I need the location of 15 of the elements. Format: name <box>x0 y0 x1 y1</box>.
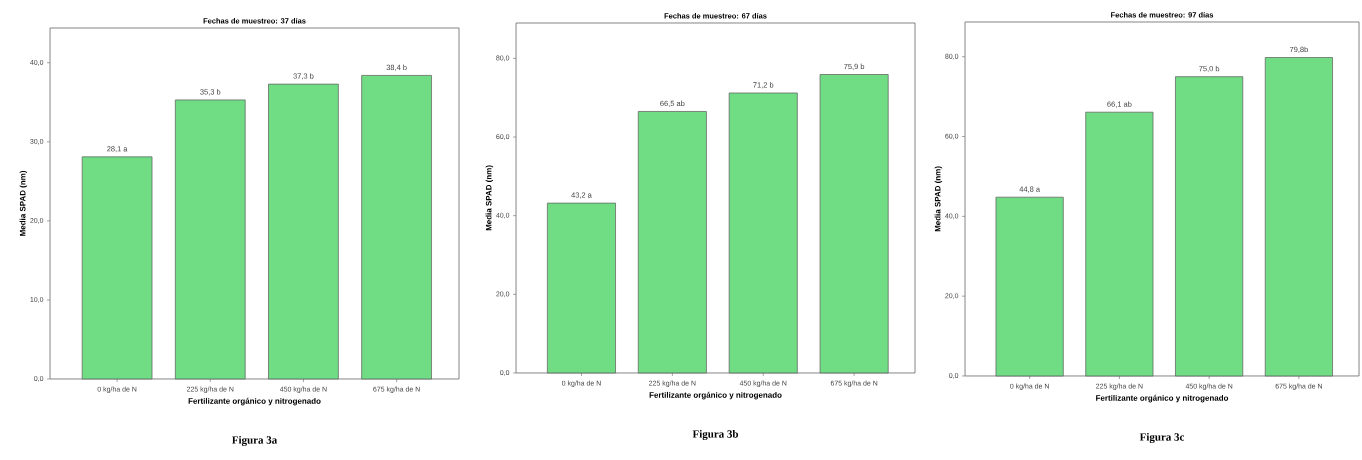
bar <box>728 92 798 374</box>
bar <box>268 83 339 380</box>
bar <box>995 196 1064 377</box>
text: Figura 3b <box>692 429 739 440</box>
bar <box>81 156 153 380</box>
bar <box>1085 111 1154 377</box>
text: Figura 3a <box>232 435 278 446</box>
text: Figura 3c <box>1139 432 1185 443</box>
bar <box>819 74 889 374</box>
bar <box>174 99 246 380</box>
bar <box>637 111 707 374</box>
bar <box>361 75 432 380</box>
bar <box>1264 57 1333 377</box>
bar <box>547 202 616 374</box>
bar <box>1175 76 1244 377</box>
